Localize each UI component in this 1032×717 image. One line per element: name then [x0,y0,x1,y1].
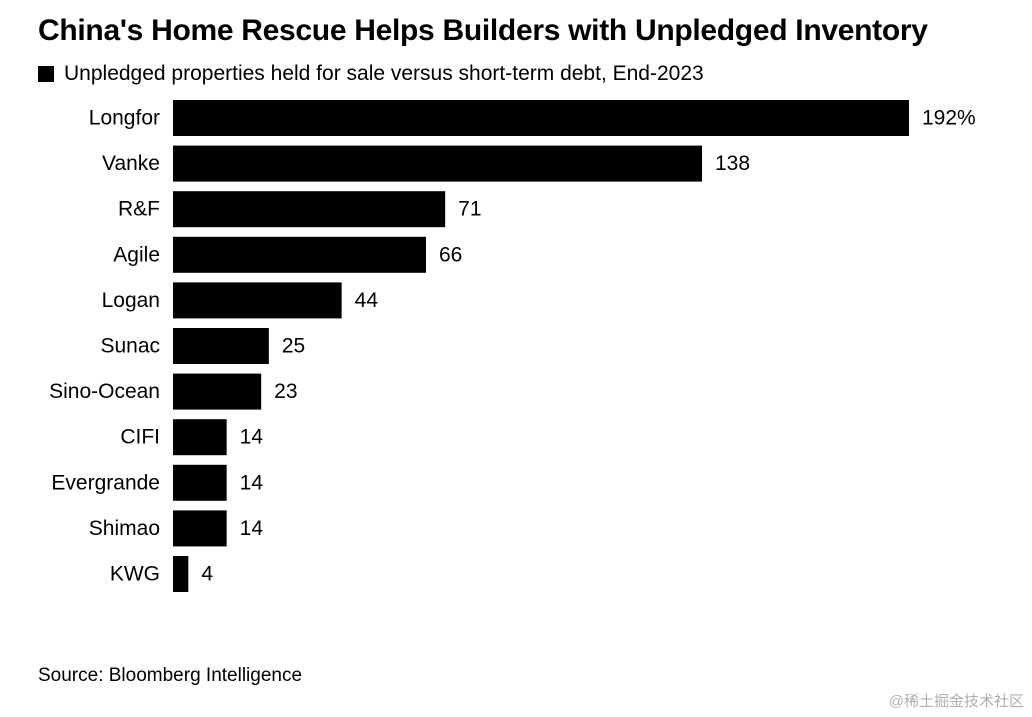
bar [173,510,227,547]
value-label: 71 [458,198,481,221]
chart-title: China's Home Rescue Helps Builders with … [38,14,928,47]
value-label: 14 [240,471,264,494]
legend-label: Unpledged properties held for sale versu… [64,62,704,85]
legend-swatch [38,66,54,82]
value-label: 14 [240,517,264,540]
category-label: KWG [110,563,160,586]
category-label: Sino-Ocean [49,380,160,403]
bar-chart: Longfor 192% Vanke 138 R&F 71 Agile 66 Logan 44 Su… [49,100,976,592]
value-label: 14 [240,426,264,449]
category-label: Longfor [89,107,160,130]
category-label: R&F [118,198,160,221]
bar [173,282,342,319]
bar [173,419,227,456]
category-label: Evergrande [51,471,160,494]
value-label: 44 [355,289,379,312]
bar [173,464,227,501]
category-label: Sunac [100,335,160,358]
bar [173,100,909,136]
bar [173,556,189,592]
bar [173,328,269,364]
bar [173,236,426,273]
bar [173,191,446,228]
bar [173,373,262,410]
chart-source: Source: Bloomberg Intelligence [38,665,303,686]
bar [173,145,702,182]
category-label: CIFI [120,426,160,449]
category-label: Logan [102,289,160,312]
category-label: Shimao [89,517,160,540]
category-label: Agile [113,243,160,266]
value-label: 4 [201,563,213,586]
value-label: 138 [715,152,750,175]
value-label: 66 [439,243,462,266]
value-label: 23 [274,380,297,403]
category-label: Vanke [102,152,160,175]
chart-legend: Unpledged properties held for sale versu… [38,62,704,86]
value-label: 192% [922,107,976,130]
watermark-text: @稀土掘金技术社区 [888,693,1024,710]
value-label: 25 [282,335,305,358]
